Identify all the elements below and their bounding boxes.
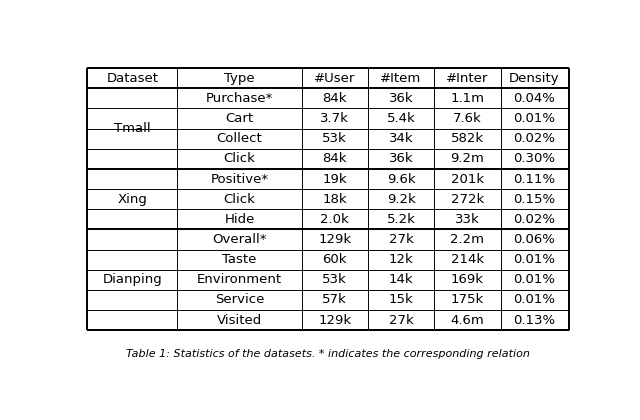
Text: 0.15%: 0.15% bbox=[513, 193, 556, 206]
Text: 53k: 53k bbox=[323, 132, 347, 145]
Text: 14k: 14k bbox=[388, 273, 413, 286]
Text: 0.01%: 0.01% bbox=[513, 294, 556, 307]
Text: Dataset: Dataset bbox=[106, 72, 159, 85]
Text: Visited: Visited bbox=[217, 314, 262, 327]
Text: 0.30%: 0.30% bbox=[513, 152, 556, 165]
Text: Dianping: Dianping bbox=[102, 273, 163, 286]
Text: 129k: 129k bbox=[318, 314, 351, 327]
Text: 4.6m: 4.6m bbox=[451, 314, 484, 327]
Text: #Inter: #Inter bbox=[446, 72, 488, 85]
Text: 7.6k: 7.6k bbox=[453, 112, 482, 125]
Text: 12k: 12k bbox=[388, 253, 413, 266]
Text: 0.02%: 0.02% bbox=[513, 213, 556, 226]
Text: Xing: Xing bbox=[118, 193, 147, 206]
Text: 129k: 129k bbox=[318, 233, 351, 246]
Text: 5.4k: 5.4k bbox=[387, 112, 415, 125]
Text: Density: Density bbox=[509, 72, 560, 85]
Text: 0.01%: 0.01% bbox=[513, 253, 556, 266]
Text: 214k: 214k bbox=[451, 253, 484, 266]
Text: 9.2m: 9.2m bbox=[451, 152, 484, 165]
Text: 0.13%: 0.13% bbox=[513, 314, 556, 327]
Text: Table 1: Statistics of the datasets. * indicates the corresponding relation: Table 1: Statistics of the datasets. * i… bbox=[126, 349, 530, 360]
Text: Taste: Taste bbox=[222, 253, 257, 266]
Text: 169k: 169k bbox=[451, 273, 484, 286]
Text: 2.0k: 2.0k bbox=[321, 213, 349, 226]
Text: 2.2m: 2.2m bbox=[451, 233, 484, 246]
Text: 201k: 201k bbox=[451, 173, 484, 186]
Text: 36k: 36k bbox=[388, 152, 413, 165]
Text: Environment: Environment bbox=[197, 273, 282, 286]
Text: 34k: 34k bbox=[388, 132, 413, 145]
Text: Type: Type bbox=[224, 72, 255, 85]
Text: 5.2k: 5.2k bbox=[387, 213, 415, 226]
Text: Purchase*: Purchase* bbox=[206, 92, 273, 105]
Text: 27k: 27k bbox=[388, 233, 413, 246]
Text: Hide: Hide bbox=[225, 213, 255, 226]
Text: 0.01%: 0.01% bbox=[513, 273, 556, 286]
Text: 0.04%: 0.04% bbox=[513, 92, 556, 105]
Text: 27k: 27k bbox=[388, 314, 413, 327]
Text: 3.7k: 3.7k bbox=[321, 112, 349, 125]
Text: 57k: 57k bbox=[323, 294, 347, 307]
Text: 0.06%: 0.06% bbox=[513, 233, 556, 246]
Text: 84k: 84k bbox=[323, 152, 347, 165]
Text: 15k: 15k bbox=[388, 294, 413, 307]
Text: #User: #User bbox=[314, 72, 355, 85]
Text: 0.02%: 0.02% bbox=[513, 132, 556, 145]
Text: 9.6k: 9.6k bbox=[387, 173, 415, 186]
Text: 33k: 33k bbox=[455, 213, 480, 226]
Text: 582k: 582k bbox=[451, 132, 484, 145]
Text: Collect: Collect bbox=[217, 132, 262, 145]
Text: #Item: #Item bbox=[380, 72, 422, 85]
Text: 18k: 18k bbox=[323, 193, 347, 206]
Text: 0.01%: 0.01% bbox=[513, 112, 556, 125]
Text: Overall*: Overall* bbox=[212, 233, 267, 246]
Text: 0.11%: 0.11% bbox=[513, 173, 556, 186]
Text: Positive*: Positive* bbox=[211, 173, 269, 186]
Text: 53k: 53k bbox=[323, 273, 347, 286]
Text: 60k: 60k bbox=[323, 253, 347, 266]
Text: 175k: 175k bbox=[451, 294, 484, 307]
Text: 19k: 19k bbox=[323, 173, 347, 186]
Text: 9.2k: 9.2k bbox=[387, 193, 415, 206]
Text: Cart: Cart bbox=[225, 112, 253, 125]
Text: 272k: 272k bbox=[451, 193, 484, 206]
Text: Service: Service bbox=[215, 294, 264, 307]
Text: Click: Click bbox=[223, 193, 255, 206]
Text: 1.1m: 1.1m bbox=[451, 92, 484, 105]
Text: 36k: 36k bbox=[388, 92, 413, 105]
Text: Tmall: Tmall bbox=[114, 122, 151, 135]
Text: Click: Click bbox=[223, 152, 255, 165]
Text: 84k: 84k bbox=[323, 92, 347, 105]
